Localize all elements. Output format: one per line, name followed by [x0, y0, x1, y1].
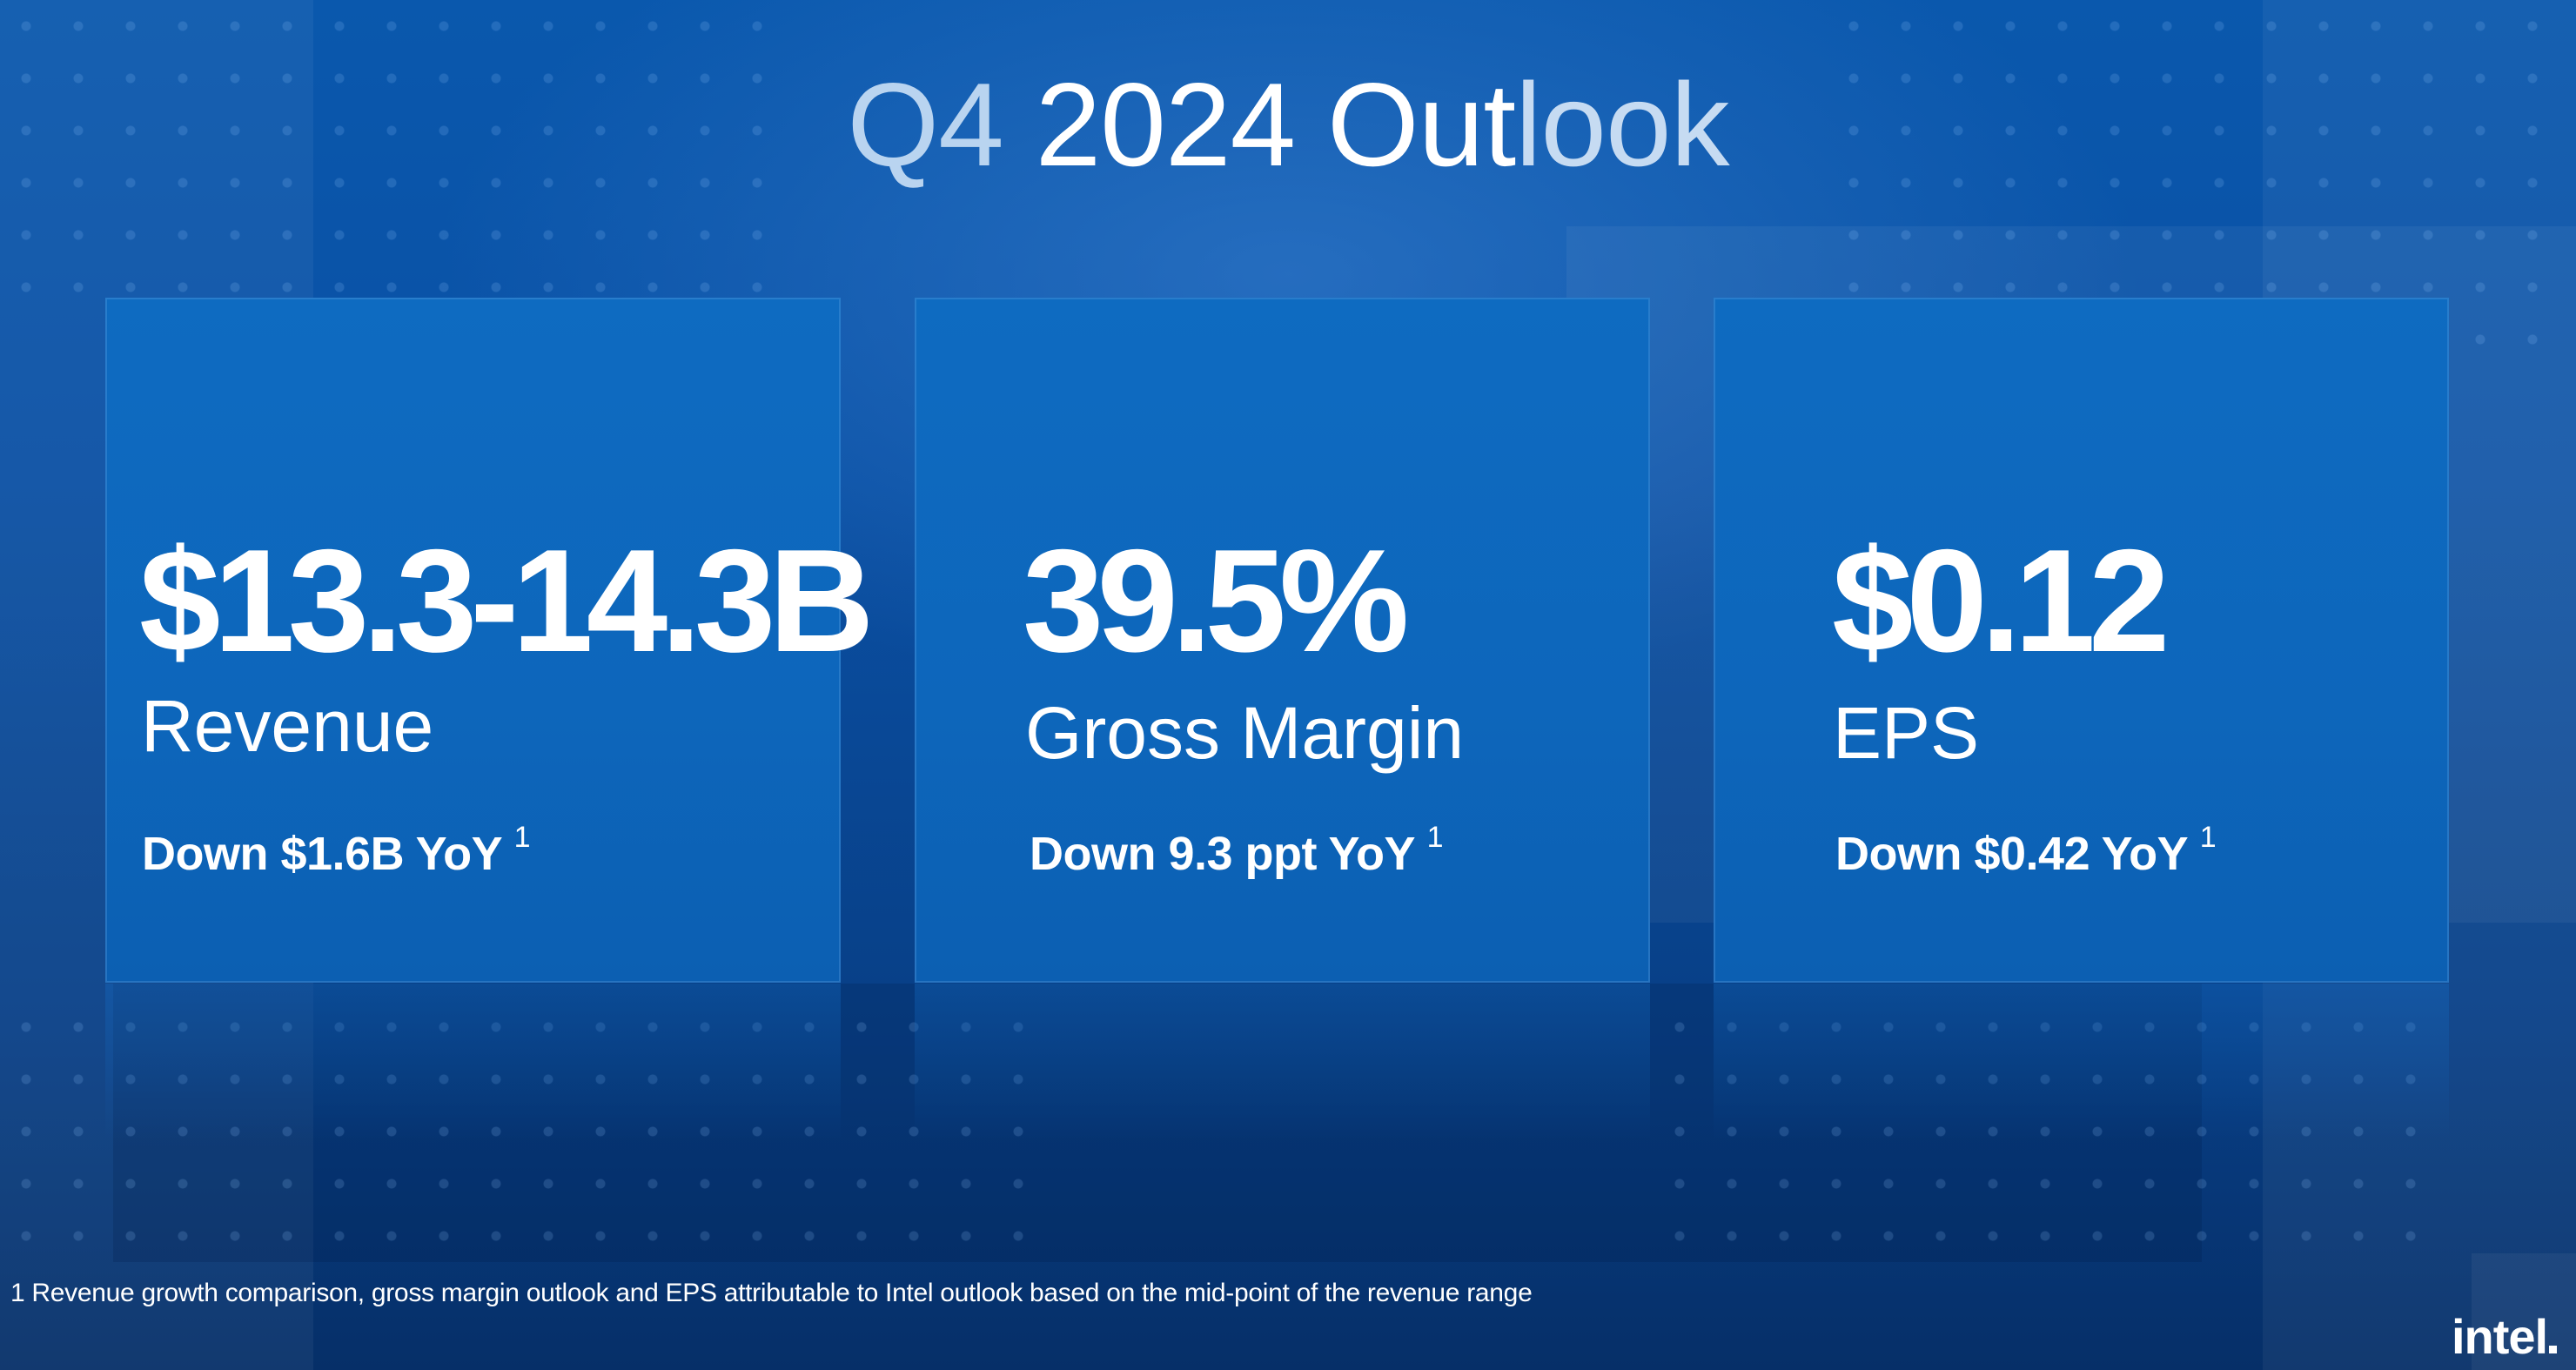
- revenue-label: Revenue: [141, 685, 434, 767]
- revenue-card: [105, 298, 841, 983]
- footnote-marker: 1: [2199, 821, 2217, 854]
- card-reflection: [1714, 984, 2449, 1140]
- card-reflection: [105, 984, 841, 1140]
- eps-value: $0.12: [1832, 519, 2170, 682]
- card-reflection: [915, 984, 1650, 1140]
- background-panel: [113, 984, 2202, 1262]
- gross-margin-value: 39.5%: [1023, 519, 1409, 682]
- gross-margin-delta: Down 9.3 ppt YoY 1: [1030, 821, 1444, 884]
- background-dot-pattern: [0, 0, 783, 313]
- slide-title-end: look: [1515, 58, 1729, 191]
- intel-logo-text: intel: [2452, 1309, 2548, 1364]
- background-dot-pattern: [1654, 1001, 2437, 1262]
- eps-delta: Down $0.42 YoY 1: [1835, 821, 2217, 884]
- footnote: 1 Revenue growth comparison, gross margi…: [10, 1279, 1533, 1307]
- gross-margin-card: [915, 298, 1650, 983]
- background-panel: [2472, 1253, 2576, 1370]
- eps-card: [1714, 298, 2449, 983]
- slide-title-main: 2024 Out: [1003, 58, 1517, 191]
- background-dot-pattern: [0, 1001, 1044, 1262]
- gross-margin-label: Gross Margin: [1025, 692, 1465, 774]
- gross-margin-delta-text: Down 9.3 ppt YoY: [1030, 828, 1415, 880]
- footnote-marker: 1: [1426, 821, 1444, 854]
- revenue-value: $13.3-14.3B: [139, 519, 875, 682]
- intel-logo-dot: [2549, 1346, 2558, 1353]
- eps-delta-text: Down $0.42 YoY: [1835, 828, 2188, 880]
- revenue-delta-text: Down $1.6B YoY: [142, 828, 502, 880]
- slide-title: Q4 2024 Outlook: [0, 50, 2576, 198]
- intel-logo: intel: [2452, 1309, 2558, 1364]
- revenue-delta: Down $1.6B YoY 1: [142, 821, 531, 884]
- slide-title-quarter: Q4: [847, 58, 1003, 191]
- footnote-marker: 1: [513, 821, 531, 854]
- eps-label: EPS: [1833, 692, 1980, 774]
